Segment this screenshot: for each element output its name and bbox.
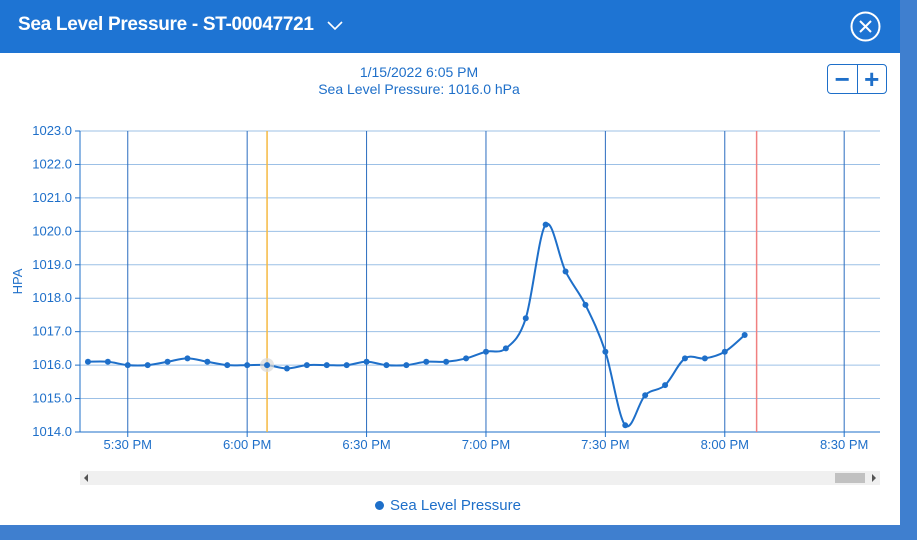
data-point[interactable] <box>741 332 748 339</box>
chart-plot[interactable]: 1014.0 1015.0 1016.0 1017.0 1018.0 1019.0 1020… <box>0 0 900 470</box>
data-point[interactable] <box>681 355 688 362</box>
data-point[interactable] <box>343 362 350 369</box>
data-point[interactable] <box>562 268 569 275</box>
data-point[interactable] <box>84 358 91 365</box>
chevron-down-icon[interactable] <box>326 18 344 32</box>
scroll-left-icon[interactable] <box>84 474 88 482</box>
y-tick-label: 1020.0 <box>32 223 72 238</box>
x-tick-label: 6:30 PM <box>342 437 390 452</box>
y-axis-label: HPA <box>10 268 25 294</box>
data-point[interactable] <box>502 345 509 352</box>
y-tick-label: 1016.0 <box>32 357 72 372</box>
data-point[interactable] <box>443 358 450 365</box>
zoom-in-button[interactable]: + <box>864 64 880 94</box>
data-point[interactable] <box>642 392 649 399</box>
data-point[interactable] <box>463 355 470 362</box>
data-point[interactable] <box>204 358 211 365</box>
data-point[interactable] <box>264 362 271 369</box>
scroll-right-icon[interactable] <box>872 474 876 482</box>
y-tick-label: 1022.0 <box>32 156 72 171</box>
data-point[interactable] <box>602 348 609 355</box>
dialog-title[interactable]: Sea Level Pressure - ST-00047721 <box>18 14 314 35</box>
data-point[interactable] <box>383 362 390 369</box>
x-tick-label: 8:00 PM <box>701 437 749 452</box>
data-point[interactable] <box>622 422 629 429</box>
data-point[interactable] <box>184 355 191 362</box>
data-point[interactable] <box>522 315 529 322</box>
y-tick-label: 1021.0 <box>32 190 72 205</box>
chart-dialog: Sea Level Pressure - ST-00047721 1/15/20… <box>0 0 900 525</box>
data-point[interactable] <box>144 362 151 369</box>
y-tick-label: 1015.0 <box>32 391 72 406</box>
data-point[interactable] <box>303 362 310 369</box>
legend-label: Sea Level Pressure <box>390 497 521 514</box>
data-point[interactable] <box>662 382 669 389</box>
dialog-header: Sea Level Pressure - ST-00047721 <box>0 0 900 53</box>
data-point[interactable] <box>283 365 290 372</box>
data-point[interactable] <box>104 358 111 365</box>
data-point[interactable] <box>423 358 430 365</box>
data-point[interactable] <box>124 362 131 369</box>
data-point[interactable] <box>721 348 728 355</box>
scrollbar-thumb[interactable] <box>835 473 865 483</box>
x-tick-label: 5:30 PM <box>104 437 152 452</box>
data-point[interactable] <box>323 362 330 369</box>
data-point[interactable] <box>403 362 410 369</box>
y-tick-label: 1023.0 <box>32 123 72 138</box>
tooltip-time: 1/15/2022 6:05 PM <box>359 64 479 80</box>
horizontal-scrollbar[interactable] <box>80 471 880 485</box>
data-point[interactable] <box>482 348 489 355</box>
y-tick-label: 1017.0 <box>32 324 72 339</box>
x-tick-label: 7:30 PM <box>581 437 629 452</box>
close-icon[interactable] <box>850 11 881 42</box>
x-tick-label: 6:00 PM <box>223 437 271 452</box>
data-point[interactable] <box>582 301 589 308</box>
x-tick-label: 7:00 PM <box>462 437 510 452</box>
data-point[interactable] <box>244 362 251 369</box>
data-point[interactable] <box>164 358 171 365</box>
legend-item[interactable]: Sea Level Pressure <box>375 497 521 514</box>
zoom-out-button[interactable]: − <box>828 65 858 93</box>
y-tick-label: 1019.0 <box>32 257 72 272</box>
y-tick-label: 1018.0 <box>32 290 72 305</box>
zoom-controls: − + <box>827 64 887 94</box>
data-point[interactable] <box>363 358 370 365</box>
data-point[interactable] <box>224 362 231 369</box>
y-tick-label: 1014.0 <box>32 424 72 439</box>
legend-marker <box>375 501 384 510</box>
tooltip-value: Sea Level Pressure: 1016.0 hPa <box>318 81 520 97</box>
series-line <box>87 222 746 428</box>
x-tick-label: 8:30 PM <box>820 437 868 452</box>
data-point[interactable] <box>701 355 708 362</box>
data-point[interactable] <box>542 221 549 228</box>
